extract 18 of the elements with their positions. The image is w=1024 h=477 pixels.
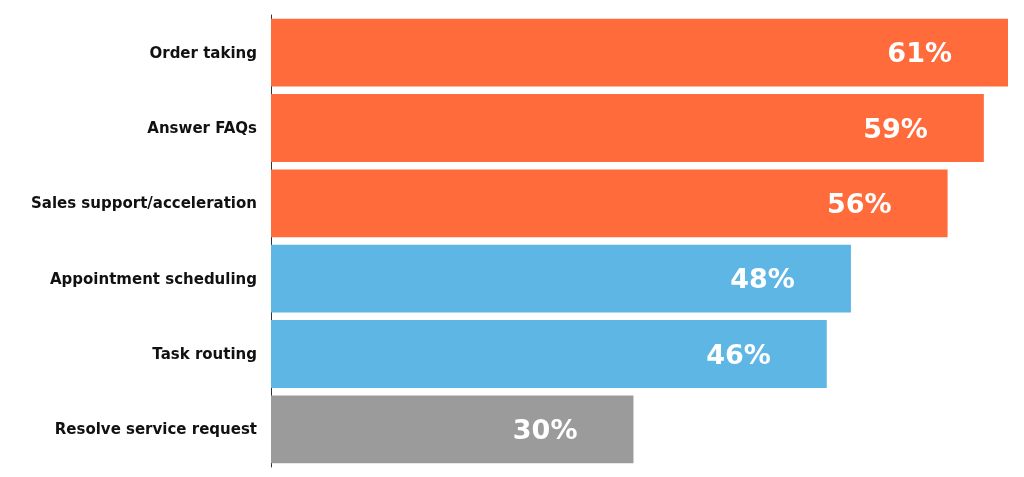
bar <box>271 18 1008 87</box>
bar <box>271 94 984 162</box>
y-tick-label: Resolve service request <box>54 420 257 439</box>
data-label: 56% <box>826 187 892 219</box>
bar <box>271 320 827 388</box>
y-tick-label: Appointment scheduling <box>49 269 257 288</box>
y-tick-label: Task routing <box>152 345 257 363</box>
data-label: 48% <box>730 263 795 295</box>
bar <box>271 244 851 313</box>
bar <box>271 395 634 464</box>
data-label: 59% <box>863 112 928 144</box>
data-label: 61% <box>887 37 952 69</box>
y-tick-label: Order taking <box>149 43 257 62</box>
y-tick-label: Sales support/acceleration <box>30 194 257 213</box>
bar <box>271 169 948 238</box>
data-label: 30% <box>512 413 578 445</box>
y-tick-label: Answer FAQs <box>147 119 258 137</box>
data-label: 46% <box>706 338 771 370</box>
